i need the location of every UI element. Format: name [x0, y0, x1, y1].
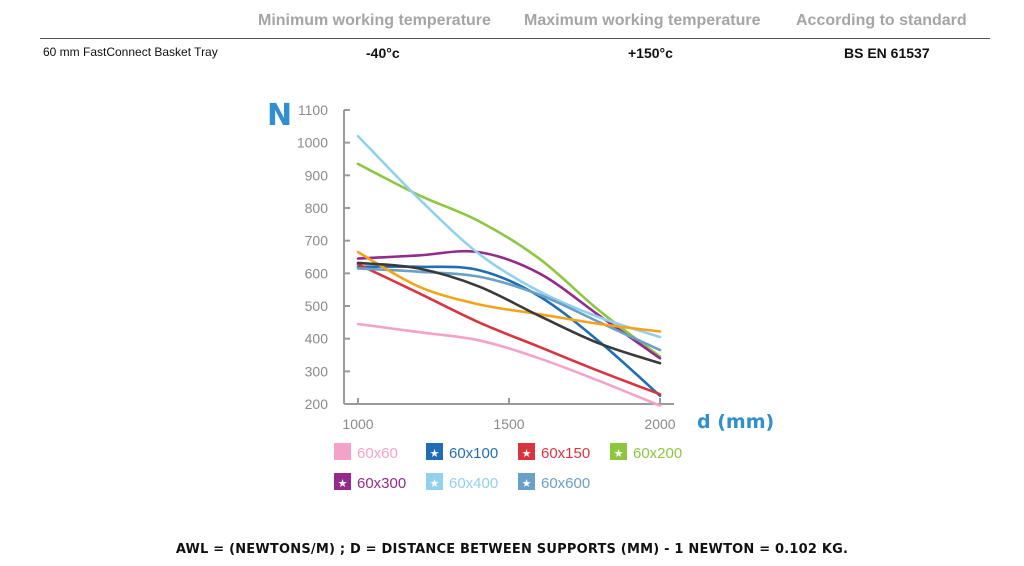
legend-item-60x150: ★ 60x150 [518, 443, 590, 462]
max-temp-value: +150°c [628, 45, 673, 61]
series-line-60x100 [356, 265, 662, 398]
series-line-unlabeled [356, 261, 662, 365]
x-tick-label: 2000 [644, 416, 675, 432]
legend-item-60x100: ★ 60x100 [426, 443, 498, 462]
min-temp-value: -40°c [366, 45, 400, 61]
legend-label: 60x100 [449, 445, 498, 462]
y-tick-label: 1100 [298, 102, 328, 118]
y-tick-label: 200 [305, 396, 329, 412]
spec-table: Minimum working temperature Maximum work… [40, 12, 990, 65]
star-icon: ★ [430, 447, 440, 460]
x-tick-label: 1500 [493, 416, 524, 432]
y-tick-label: 900 [305, 167, 329, 183]
series-line-60x60 [356, 322, 662, 407]
y-tick-label: 700 [305, 233, 329, 249]
header-max-temp: Maximum working temperature [524, 12, 761, 29]
legend-label: 60x600 [541, 475, 590, 492]
legend-swatch [518, 473, 535, 490]
y-tick-label: 500 [305, 298, 329, 314]
star-icon: ★ [338, 477, 348, 490]
legend-swatch [334, 443, 351, 460]
series-line-60x150 [356, 262, 662, 396]
legend-item-60x60: 60x60 [334, 443, 398, 462]
spec-table-row: 60 mm FastConnect Basket Tray -40°c +150… [40, 39, 990, 65]
series-line-60x600 [356, 267, 662, 352]
x-axis-label: d (mm) [697, 411, 774, 433]
legend-label: 60x300 [357, 475, 406, 492]
product-name: 60 mm FastConnect Basket Tray [43, 45, 218, 59]
y-axis-label: N [267, 98, 292, 133]
y-tick-label: 600 [305, 265, 329, 281]
header-min-temp: Minimum working temperature [258, 12, 491, 29]
series-line-60x400 [356, 134, 662, 339]
legend-swatch [518, 443, 535, 460]
standard-value: BS EN 61537 [844, 45, 930, 61]
legend-label: 60x150 [541, 445, 590, 462]
star-icon: ★ [430, 477, 440, 490]
legend-swatch [426, 473, 443, 490]
legend-swatch [334, 473, 351, 490]
star-icon: ★ [522, 477, 532, 490]
footnote: AWL = (NEWTONS/M) ; D = DISTANCE BETWEEN… [175, 542, 849, 557]
y-tick-label: 800 [305, 200, 329, 216]
legend-item-60x600: ★ 60x600 [518, 473, 590, 492]
legend-label: 60x200 [633, 445, 682, 462]
legend-item-60x300: ★ 60x300 [334, 473, 406, 492]
legend-swatch [610, 443, 627, 460]
legend-item-60x400: ★ 60x400 [426, 473, 498, 492]
x-tick-label: 1000 [342, 416, 373, 432]
spec-table-header: Minimum working temperature Maximum work… [40, 12, 990, 39]
legend-label: 60x60 [357, 445, 398, 462]
legend-item-60x200: ★ 60x200 [610, 443, 682, 462]
legend-label: 60x400 [449, 475, 498, 492]
series-line-unlabeled [356, 250, 662, 333]
star-icon: ★ [522, 447, 532, 460]
y-tick-label: 400 [305, 331, 329, 347]
star-icon: ★ [614, 447, 624, 460]
header-standard: According to standard [796, 12, 967, 29]
y-tick-label: 300 [305, 363, 329, 379]
y-tick-label: 1000 [297, 135, 328, 151]
legend-swatch [426, 443, 443, 460]
